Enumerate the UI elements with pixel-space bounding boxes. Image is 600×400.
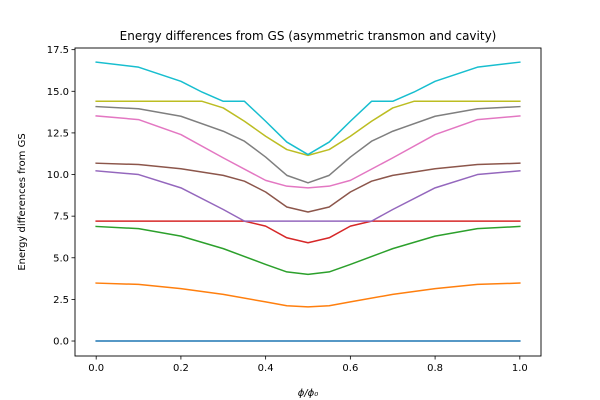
series-line-6 <box>95 162 521 213</box>
y-tick-label: 5.0 <box>53 253 69 264</box>
series-line-5 <box>95 170 521 222</box>
y-axis-label: Energy differences from GS <box>17 133 28 270</box>
x-tick-label: 0.0 <box>88 363 104 374</box>
series-line-9 <box>95 100 521 157</box>
y-tick-label: 15.0 <box>47 87 69 98</box>
series-line-7 <box>95 115 521 189</box>
series-line-2 <box>95 282 521 308</box>
x-axis-ticks: 0.0 0.2 0.4 0.6 0.8 1.0 <box>88 356 528 374</box>
y-tick-label: 12.5 <box>47 128 69 139</box>
x-axis-label: ϕ/ϕ₀ <box>298 388 319 399</box>
series-line-8 <box>95 105 521 184</box>
x-tick-label: 0.6 <box>342 363 358 374</box>
y-axis-ticks: 0.0 2.5 5.0 7.5 10.0 12.5 15.0 17.5 <box>47 45 75 348</box>
series-layer <box>95 61 521 342</box>
plot-frame <box>74 47 542 357</box>
x-tick-label: 0.2 <box>173 363 189 374</box>
y-tick-label: 2.5 <box>53 295 69 306</box>
y-tick-label: 7.5 <box>53 212 69 223</box>
series-line-4 <box>95 220 521 244</box>
y-tick-label: 10.0 <box>47 170 69 181</box>
y-tick-label: 17.5 <box>47 45 69 56</box>
series-line-10 <box>95 61 521 156</box>
x-tick-label: 1.0 <box>512 363 528 374</box>
plot-area: 0.0 0.2 0.4 0.6 0.8 1.0 0.0 2.5 5.0 7.5 10.0 12.5 1… <box>47 45 542 374</box>
chart-title: Energy differences from GS (asymmetric t… <box>120 29 497 43</box>
y-tick-label: 0.0 <box>53 337 69 348</box>
x-tick-label: 0.4 <box>258 363 274 374</box>
x-tick-label: 0.8 <box>427 363 443 374</box>
series-line-3 <box>95 225 521 276</box>
